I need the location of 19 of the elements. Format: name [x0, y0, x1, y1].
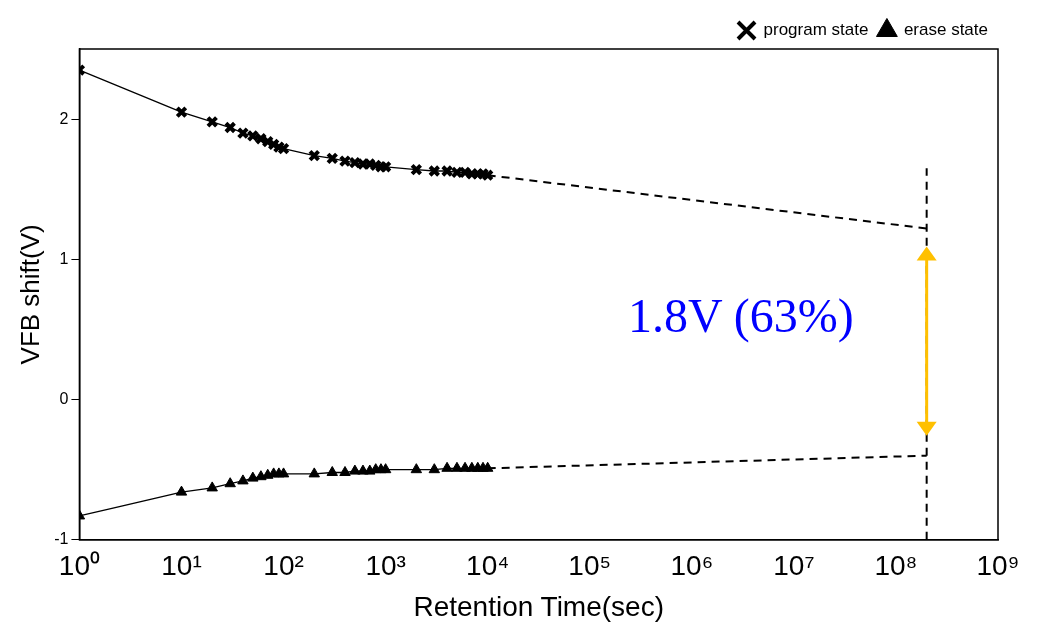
x-tick-label: 10³ — [365, 550, 406, 582]
x-tick-label: 10⁴ — [466, 550, 510, 582]
y-tick-label: 2 — [59, 109, 69, 127]
x-tick-label: 10² — [263, 550, 304, 582]
x-tick-label: 10⁰ — [58, 550, 100, 582]
annotation: 1.8V (63%) — [627, 288, 854, 343]
y-tick-label: 0 — [59, 389, 69, 407]
x-tick-label: 10¹ — [161, 550, 202, 582]
y-tick-label: 1 — [59, 249, 69, 267]
x-tick-label: 10⁷ — [773, 550, 815, 582]
x-axis-title: Retention Time(sec) — [413, 590, 664, 622]
x-tick-label: 10⁸ — [874, 550, 918, 582]
y-axis-title: VFB shift(V) — [14, 224, 45, 365]
x-tick-label: 10⁵ — [568, 550, 612, 582]
x-tick-label: 10⁶ — [670, 550, 714, 582]
y-tick-label: -1 — [54, 530, 69, 548]
x-tick-label: 10⁹ — [976, 550, 1020, 582]
legend-label: program state — [763, 20, 869, 40]
legend-label: erase state — [903, 20, 989, 40]
